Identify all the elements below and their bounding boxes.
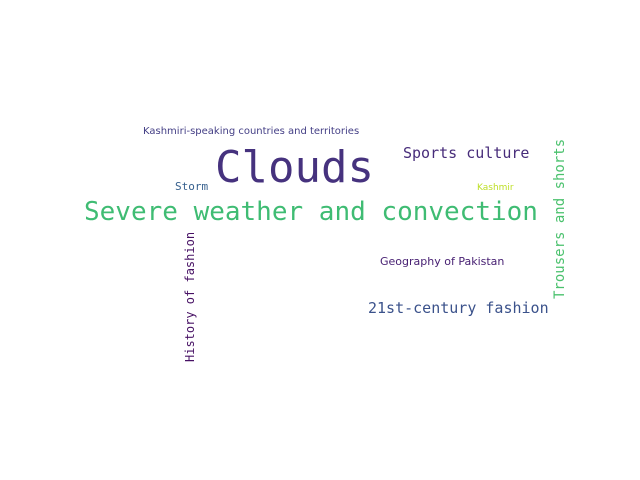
word-clouds: Clouds xyxy=(215,142,374,193)
word-kashmiri-speaking: Kashmiri-speaking countries and territor… xyxy=(143,126,360,137)
word-trousers-and-shorts: Trousers and shorts xyxy=(552,138,568,299)
word-severe-weather: Severe weather and convection xyxy=(84,197,538,227)
word-geography-of-pakistan: Geography of Pakistan xyxy=(380,255,505,268)
word-21st-century-fashion: 21st-century fashion xyxy=(368,299,549,317)
word-sports-culture: Sports culture xyxy=(403,144,530,162)
word-kashmir: Kashmir xyxy=(477,183,514,193)
word-history-of-fashion: History of fashion xyxy=(183,231,197,362)
word-storm: Storm xyxy=(175,180,209,193)
